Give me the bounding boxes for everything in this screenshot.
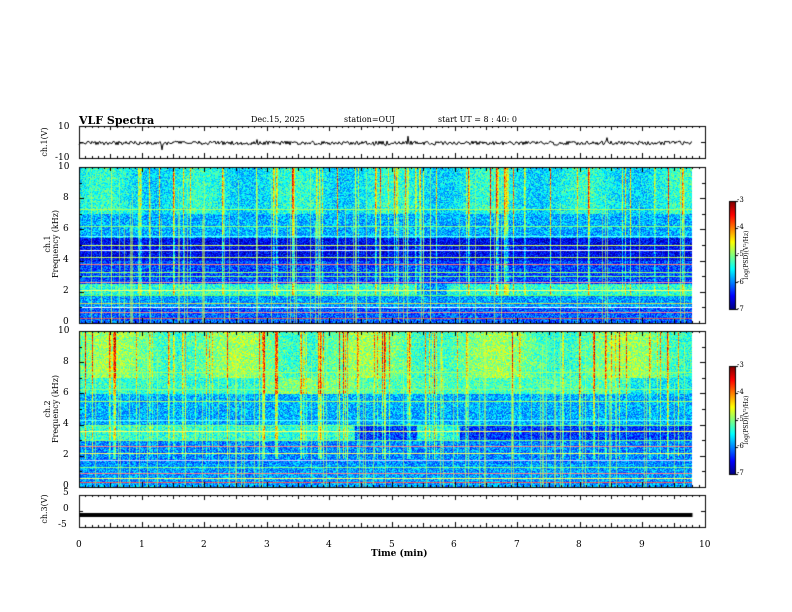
date-label: Dec.15, 2025 [251,115,305,124]
cbar1-tick-m7: -7 [737,305,744,313]
xtick-0: 0 [76,540,82,550]
xaxis-label: Time (min) [371,549,428,559]
xtick-7: 7 [514,540,520,550]
cbar1-label: log(PSD)(V²/Hz) [743,230,750,280]
spec2-ytick-0: 0 [63,481,69,491]
xtick-3: 3 [264,540,270,550]
xtick-5: 5 [389,540,395,550]
ch3-ylabel: ch.3(V) [40,494,49,524]
ch3-ytick-bottom: -5 [58,520,67,530]
spec2-ytick-2: 2 [63,450,69,460]
ch3-ytick-middle: 0 [63,504,69,514]
xtick-2: 2 [201,540,207,550]
spec1-ytick-6: 6 [63,224,69,234]
spec1-ytick-4: 4 [63,255,69,265]
cbar2-label: log(PSD)(V²/Hz) [743,395,750,445]
cbar2-tick-m4: -4 [737,388,744,396]
ch1-ylabel: ch.1(V) [40,127,49,157]
xtick-8: 8 [576,540,582,550]
ch1-ytick-bottom: -10 [55,153,70,163]
cbar1-tick-m3: -3 [737,196,744,204]
cbar2-tick-m7: -7 [737,469,744,477]
xtick-6: 6 [451,540,457,550]
ch1-ytick-top: 10 [58,122,70,132]
cbar2-tick-m6: -6 [737,442,744,450]
spec1-ytick-0: 0 [63,317,69,327]
cbar2-tick-m5: -5 [737,415,744,423]
xtick-4: 4 [326,540,332,550]
spec2-ytick-8: 8 [63,357,69,367]
spec2-ytick-10: 10 [58,326,70,336]
xtick-1: 1 [139,540,145,550]
cbar1-tick-m5: -5 [737,250,744,258]
xtick-9: 9 [639,540,645,550]
spec2-ytick-6: 6 [63,388,69,398]
cbar2-tick-m3: -3 [737,361,744,369]
xtick-10: 10 [699,540,711,550]
ch3-ytick-top: 5 [63,488,69,498]
station-label: station=OUJ [344,115,395,124]
cbar1-tick-m4: -4 [737,223,744,231]
spec2-ylabel-frequency: Frequency (kHz) [51,374,60,444]
spec1-ytick-8: 8 [63,193,69,203]
spec1-ytick-10: 10 [58,162,70,172]
spec2-ytick-4: 4 [63,419,69,429]
start-time-label: start UT = 8 : 40: 0 [438,115,517,124]
cbar1-tick-m6: -6 [737,278,744,286]
figure-title: VLF Spectra [79,114,155,127]
spec1-ytick-2: 2 [63,286,69,296]
spec1-ylabel-frequency: Frequency (kHz) [51,209,60,279]
